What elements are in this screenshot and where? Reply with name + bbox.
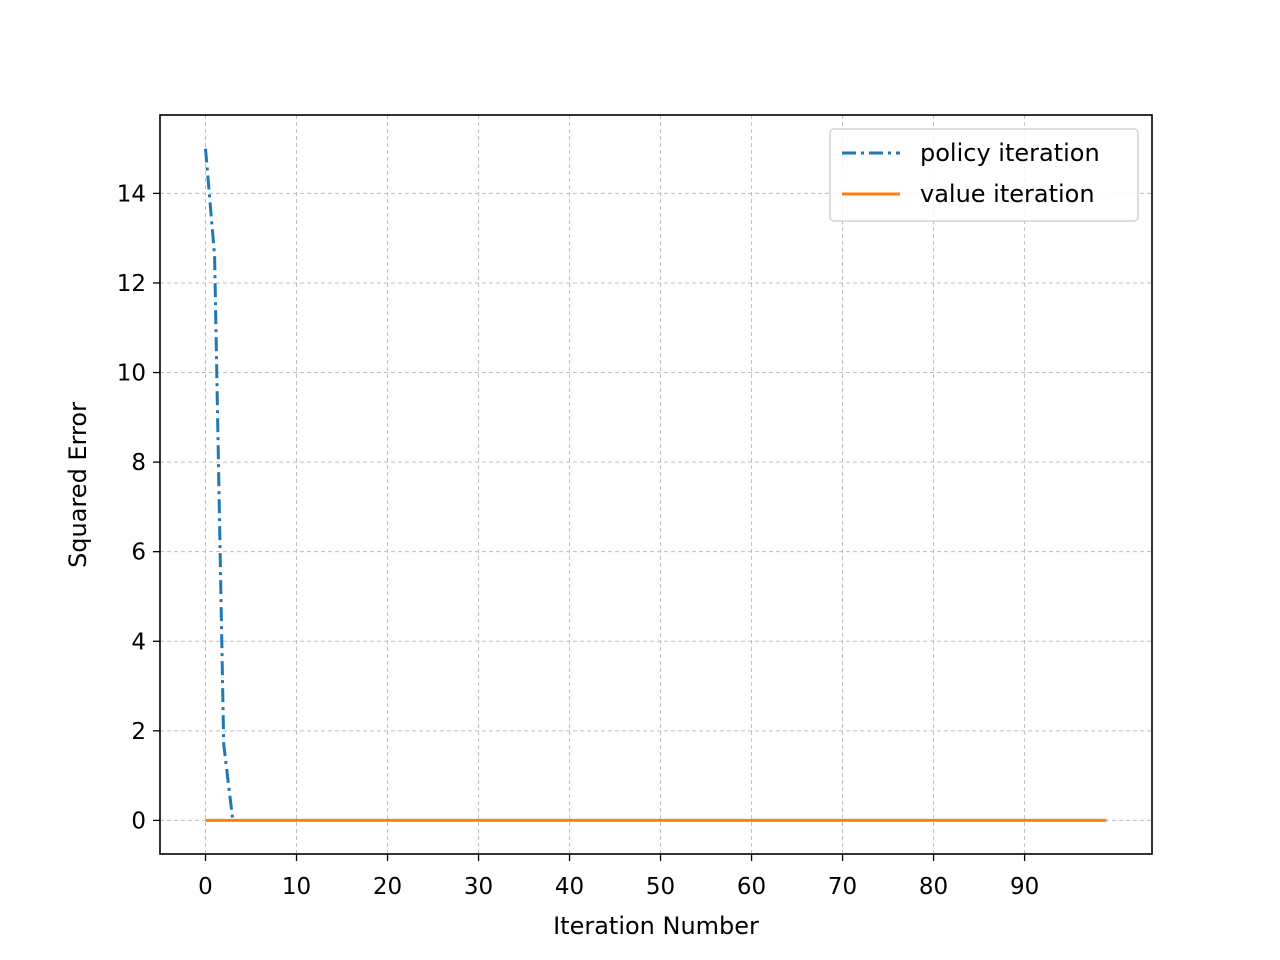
legend-label: value iteration [920, 180, 1095, 208]
x-tick-label: 70 [828, 874, 857, 900]
series-line-policy-iteration [204, 148, 235, 821]
y-tick-label: 6 [131, 540, 146, 566]
y-tick-label: 10 [117, 361, 146, 387]
x-tick-label: 40 [555, 874, 584, 900]
x-axis: 0 10 20 30 40 50 60 70 80 90 [198, 854, 1039, 900]
x-tick-label: 10 [282, 874, 311, 900]
y-tick-label: 2 [131, 719, 146, 745]
legend-label: policy iteration [920, 139, 1100, 167]
legend: policy iteration value iteration [829, 128, 1139, 222]
series-layer [204, 148, 1107, 822]
y-tick-label: 8 [131, 450, 146, 476]
y-tick-label: 12 [117, 271, 146, 297]
x-tick-label: 60 [737, 874, 766, 900]
y-tick-label: 4 [131, 629, 146, 655]
y-axis: 0 2 4 6 8 10 12 14 [117, 181, 160, 834]
x-tick-label: 20 [373, 874, 402, 900]
y-tick-label: 14 [117, 181, 146, 207]
x-tick-label: 80 [919, 874, 948, 900]
plot-frame [159, 114, 1153, 855]
x-tick-label: 90 [1010, 874, 1039, 900]
x-tick-label: 0 [198, 874, 213, 900]
y-tick-label: 0 [131, 808, 146, 834]
legend-box [829, 128, 1139, 222]
x-tick-label: 50 [646, 874, 675, 900]
x-tick-label: 30 [464, 874, 493, 900]
y-axis-label: Squared Error [64, 402, 92, 568]
x-axis-label: Iteration Number [553, 912, 759, 940]
